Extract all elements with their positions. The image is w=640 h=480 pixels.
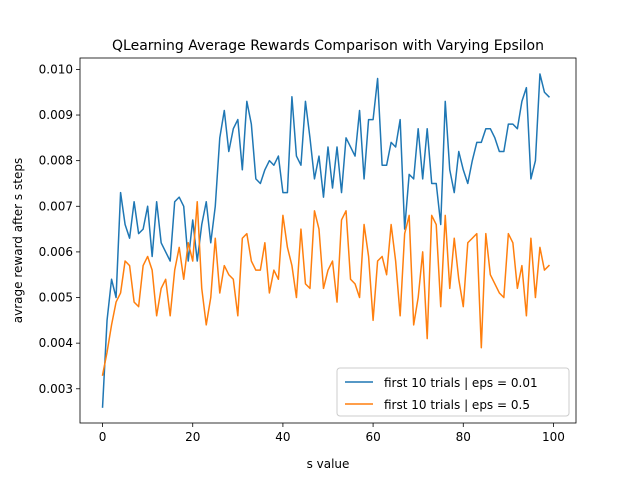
- legend-label-eps-0-01: first 10 trials | eps = 0.01: [384, 376, 538, 390]
- x-tick-label: 60: [365, 430, 380, 444]
- y-tick-label: 0.004: [39, 336, 73, 350]
- chart-title: QLearning Average Rewards Comparison wit…: [112, 38, 544, 54]
- y-axis: 0.003 0.004 0.005 0.006 0.007 0.008 0.009 0.010: [39, 62, 80, 396]
- y-tick-label: 0.009: [39, 108, 73, 122]
- y-tick-label: 0.008: [39, 154, 73, 168]
- x-tick-label: 0: [99, 430, 107, 444]
- x-tick-label: 80: [456, 430, 471, 444]
- x-tick-label: 20: [185, 430, 200, 444]
- series-line-eps-0-5: [101, 200, 551, 376]
- x-axis: 0 20 40 60 80 100: [99, 423, 565, 444]
- y-axis-label: avrage reward after s steps: [11, 158, 25, 323]
- y-tick-label: 0.007: [39, 199, 73, 213]
- y-tick-label: 0.010: [39, 62, 73, 76]
- x-tick-label: 100: [542, 430, 565, 444]
- legend-label-eps-0-5: first 10 trials | eps = 0.5: [384, 398, 530, 412]
- legend: first 10 trials | eps = 0.01 first 10 tr…: [336, 367, 570, 417]
- axes-frame: [79, 57, 577, 424]
- x-tick-label: 40: [275, 430, 290, 444]
- plot-area: [79, 57, 577, 424]
- series-line-eps-0-01: [101, 73, 551, 408]
- series-lines: [101, 73, 551, 408]
- x-axis-label: s value: [307, 457, 350, 471]
- y-tick-label: 0.005: [39, 291, 73, 305]
- legend-frame: [336, 367, 570, 417]
- y-tick-label: 0.006: [39, 245, 73, 259]
- y-tick-label: 0.003: [39, 382, 73, 396]
